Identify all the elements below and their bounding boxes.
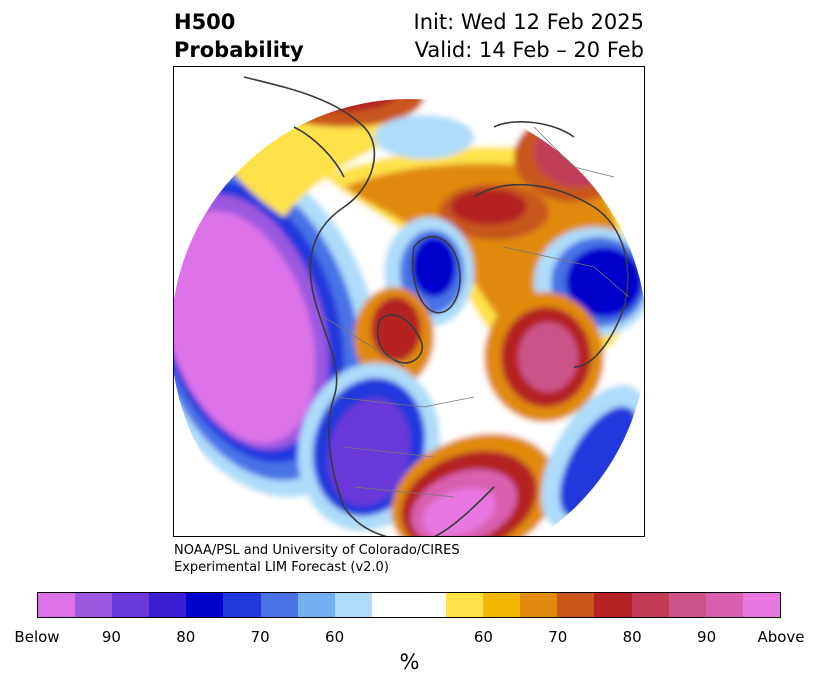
colorbar-segment bbox=[149, 593, 187, 617]
colorbar-segment bbox=[446, 593, 484, 617]
colorbar-tick-label: Below bbox=[14, 628, 60, 646]
valid-range: Valid: 14 Feb – 20 Feb bbox=[414, 38, 644, 62]
colorbar-tick-label: 90 bbox=[101, 628, 121, 646]
colorbar-segment bbox=[408, 593, 447, 617]
colorbar-segment bbox=[371, 593, 409, 617]
colorbar-segment bbox=[594, 593, 632, 617]
colorbar-segment bbox=[112, 593, 150, 617]
colorbar-segment bbox=[557, 593, 595, 617]
colorbar-segment bbox=[260, 593, 298, 617]
colorbar-tick-label: Above bbox=[757, 628, 805, 646]
coastlines bbox=[243, 76, 629, 536]
colorbar-segment bbox=[483, 593, 521, 617]
map-title: H500 Probability bbox=[174, 8, 304, 64]
colorbar-segment bbox=[223, 593, 261, 617]
colorbar-segment bbox=[297, 593, 335, 617]
title-type: Probability bbox=[174, 38, 304, 62]
colorbar-segment bbox=[742, 593, 780, 617]
colorbar-tick-label: 60 bbox=[473, 628, 493, 646]
colorbar bbox=[37, 592, 781, 618]
colorbar-tick-label: 70 bbox=[250, 628, 270, 646]
probability-map bbox=[174, 76, 644, 536]
colorbar-tick-label: 90 bbox=[697, 628, 717, 646]
colorbar-tick-label: 80 bbox=[622, 628, 642, 646]
colorbar-tick-label: 80 bbox=[176, 628, 196, 646]
colorbar-tick-label: 60 bbox=[325, 628, 345, 646]
colorbar-segment bbox=[334, 593, 372, 617]
data-credit: NOAA/PSL and University of Colorado/CIRE… bbox=[174, 542, 460, 576]
title-variable: H500 bbox=[174, 10, 236, 34]
polar-map-panel bbox=[173, 66, 645, 537]
credit-line-2: Experimental LIM Forecast (v2.0) bbox=[174, 560, 389, 575]
colorbar-tick-label: 70 bbox=[548, 628, 568, 646]
colorbar-segment bbox=[631, 593, 669, 617]
colorbar-segment bbox=[520, 593, 558, 617]
colorbar-segment bbox=[186, 593, 224, 617]
colorbar-label: % bbox=[399, 650, 420, 674]
colorbar-segment bbox=[668, 593, 706, 617]
init-date: Init: Wed 12 Feb 2025 bbox=[413, 10, 644, 34]
colorbar-segment bbox=[705, 593, 743, 617]
forecast-dates: Init: Wed 12 Feb 2025 Valid: 14 Feb – 20… bbox=[414, 8, 644, 64]
borders bbox=[323, 126, 630, 498]
colorbar-segment bbox=[38, 593, 76, 617]
colorbar-segment bbox=[75, 593, 113, 617]
credit-line-1: NOAA/PSL and University of Colorado/CIRE… bbox=[174, 543, 460, 558]
